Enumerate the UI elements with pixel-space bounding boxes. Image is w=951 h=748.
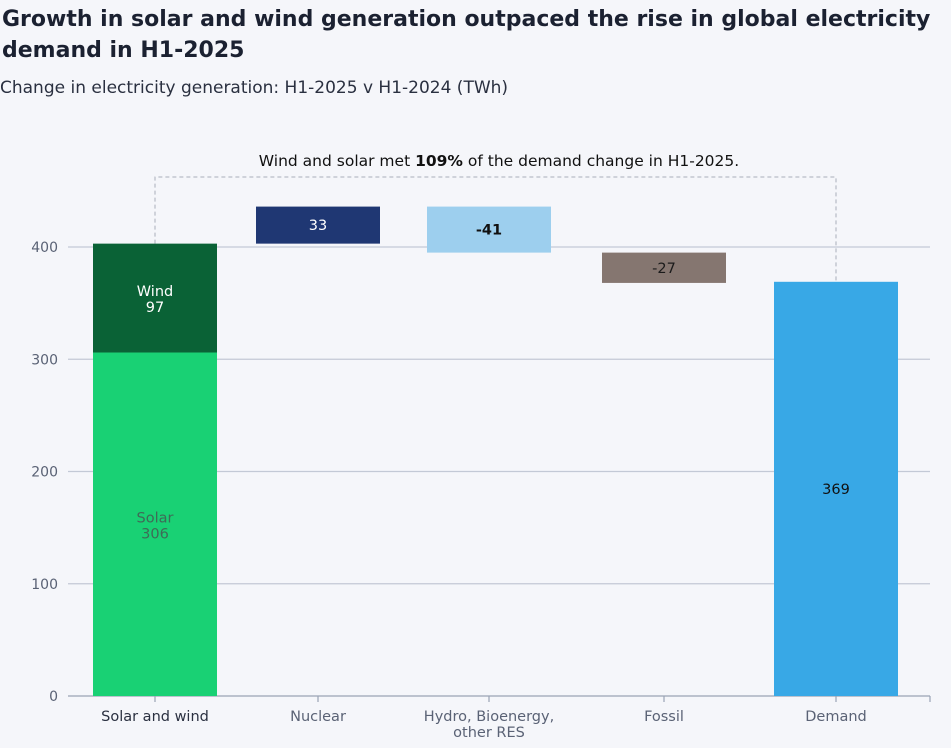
- bar-nuclear: [256, 206, 380, 244]
- bar-value-solar: 306: [141, 526, 169, 542]
- bar-wind: [93, 243, 217, 353]
- bar-solar: [93, 352, 217, 696]
- chart-title: Growth in solar and wind generation outp…: [2, 7, 931, 63]
- y-tick-label: 100: [31, 577, 58, 593]
- bar-value-fossil: -27: [652, 261, 676, 277]
- x-tick-label-line: Nuclear: [290, 709, 346, 725]
- bar-label-wind: Wind: [137, 284, 173, 300]
- x-axis: Solar and wind Nuclear Hydro, Bioenergy, ot…: [101, 696, 867, 741]
- x-tick-label-line: Solar and wind: [101, 709, 209, 725]
- annotation-prefix: Wind and solar met: [259, 152, 415, 170]
- y-axis: 0 100 200 300 400: [31, 240, 58, 705]
- chart-subtitle: Change in electricity generation: H1-202…: [0, 78, 509, 98]
- y-tick-label: 300: [31, 352, 58, 368]
- bar-value-wind: 97: [146, 300, 164, 316]
- y-tick-label: 200: [31, 465, 58, 481]
- y-tick-label: 400: [31, 240, 58, 256]
- x-tick-label: Nuclear: [290, 709, 346, 725]
- y-tick-label: 0: [49, 689, 58, 705]
- x-tick-label-line: Fossil: [644, 709, 684, 725]
- bar-label-solar: Solar: [137, 510, 174, 526]
- bar-value-demand: 369: [822, 482, 850, 498]
- x-tick-label-line: other RES: [453, 725, 525, 741]
- annotation-text: Wind and solar met 109% of the demand ch…: [259, 152, 739, 170]
- annotation-suffix: of the demand change in H1-2025.: [463, 152, 739, 170]
- bar-value-hydro-bioenergy-other-res: -41: [476, 223, 502, 239]
- x-tick-label-line: Demand: [805, 709, 867, 725]
- connector-line: [154, 176, 837, 282]
- annotation-highlight: 109%: [415, 152, 463, 170]
- demand-connector: [154, 176, 837, 282]
- x-tick-label-line: Hydro, Bioenergy,: [424, 709, 554, 725]
- x-tick-label: Solar and wind: [101, 709, 209, 725]
- x-tick-label: Fossil: [644, 709, 684, 725]
- bar-fossil: [602, 252, 726, 283]
- bar-hydro-bioenergy-other-res: [427, 206, 551, 253]
- bar-demand: [774, 281, 898, 696]
- x-tick-label: Hydro, Bioenergy, other RES: [424, 709, 554, 741]
- x-tick-label: Demand: [805, 709, 867, 725]
- bar-value-nuclear: 33: [309, 218, 327, 234]
